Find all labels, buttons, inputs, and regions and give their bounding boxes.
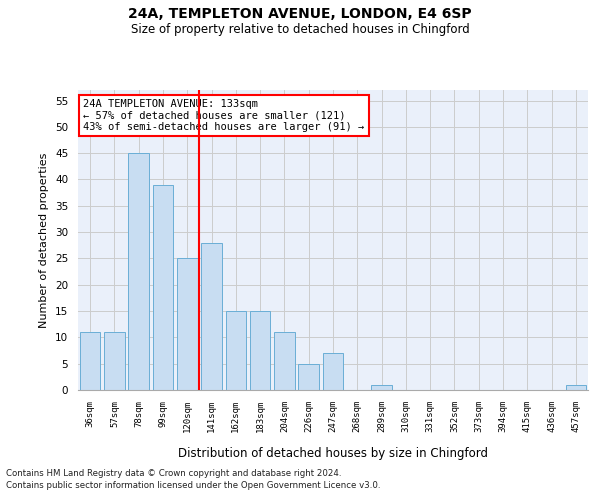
- Bar: [226, 311, 246, 390]
- Bar: [152, 184, 173, 390]
- Text: Contains HM Land Registry data © Crown copyright and database right 2024.: Contains HM Land Registry data © Crown c…: [6, 468, 341, 477]
- Bar: [298, 364, 319, 390]
- Bar: [274, 332, 295, 390]
- Bar: [201, 242, 222, 390]
- Text: Size of property relative to detached houses in Chingford: Size of property relative to detached ho…: [131, 22, 469, 36]
- Bar: [323, 353, 343, 390]
- Y-axis label: Number of detached properties: Number of detached properties: [40, 152, 49, 328]
- Bar: [80, 332, 100, 390]
- Bar: [371, 384, 392, 390]
- Bar: [250, 311, 271, 390]
- Bar: [177, 258, 197, 390]
- Text: 24A TEMPLETON AVENUE: 133sqm
← 57% of detached houses are smaller (121)
43% of s: 24A TEMPLETON AVENUE: 133sqm ← 57% of de…: [83, 99, 364, 132]
- Bar: [128, 153, 149, 390]
- Bar: [104, 332, 125, 390]
- Text: Contains public sector information licensed under the Open Government Licence v3: Contains public sector information licen…: [6, 481, 380, 490]
- Bar: [566, 384, 586, 390]
- Text: 24A, TEMPLETON AVENUE, LONDON, E4 6SP: 24A, TEMPLETON AVENUE, LONDON, E4 6SP: [128, 8, 472, 22]
- Text: Distribution of detached houses by size in Chingford: Distribution of detached houses by size …: [178, 448, 488, 460]
